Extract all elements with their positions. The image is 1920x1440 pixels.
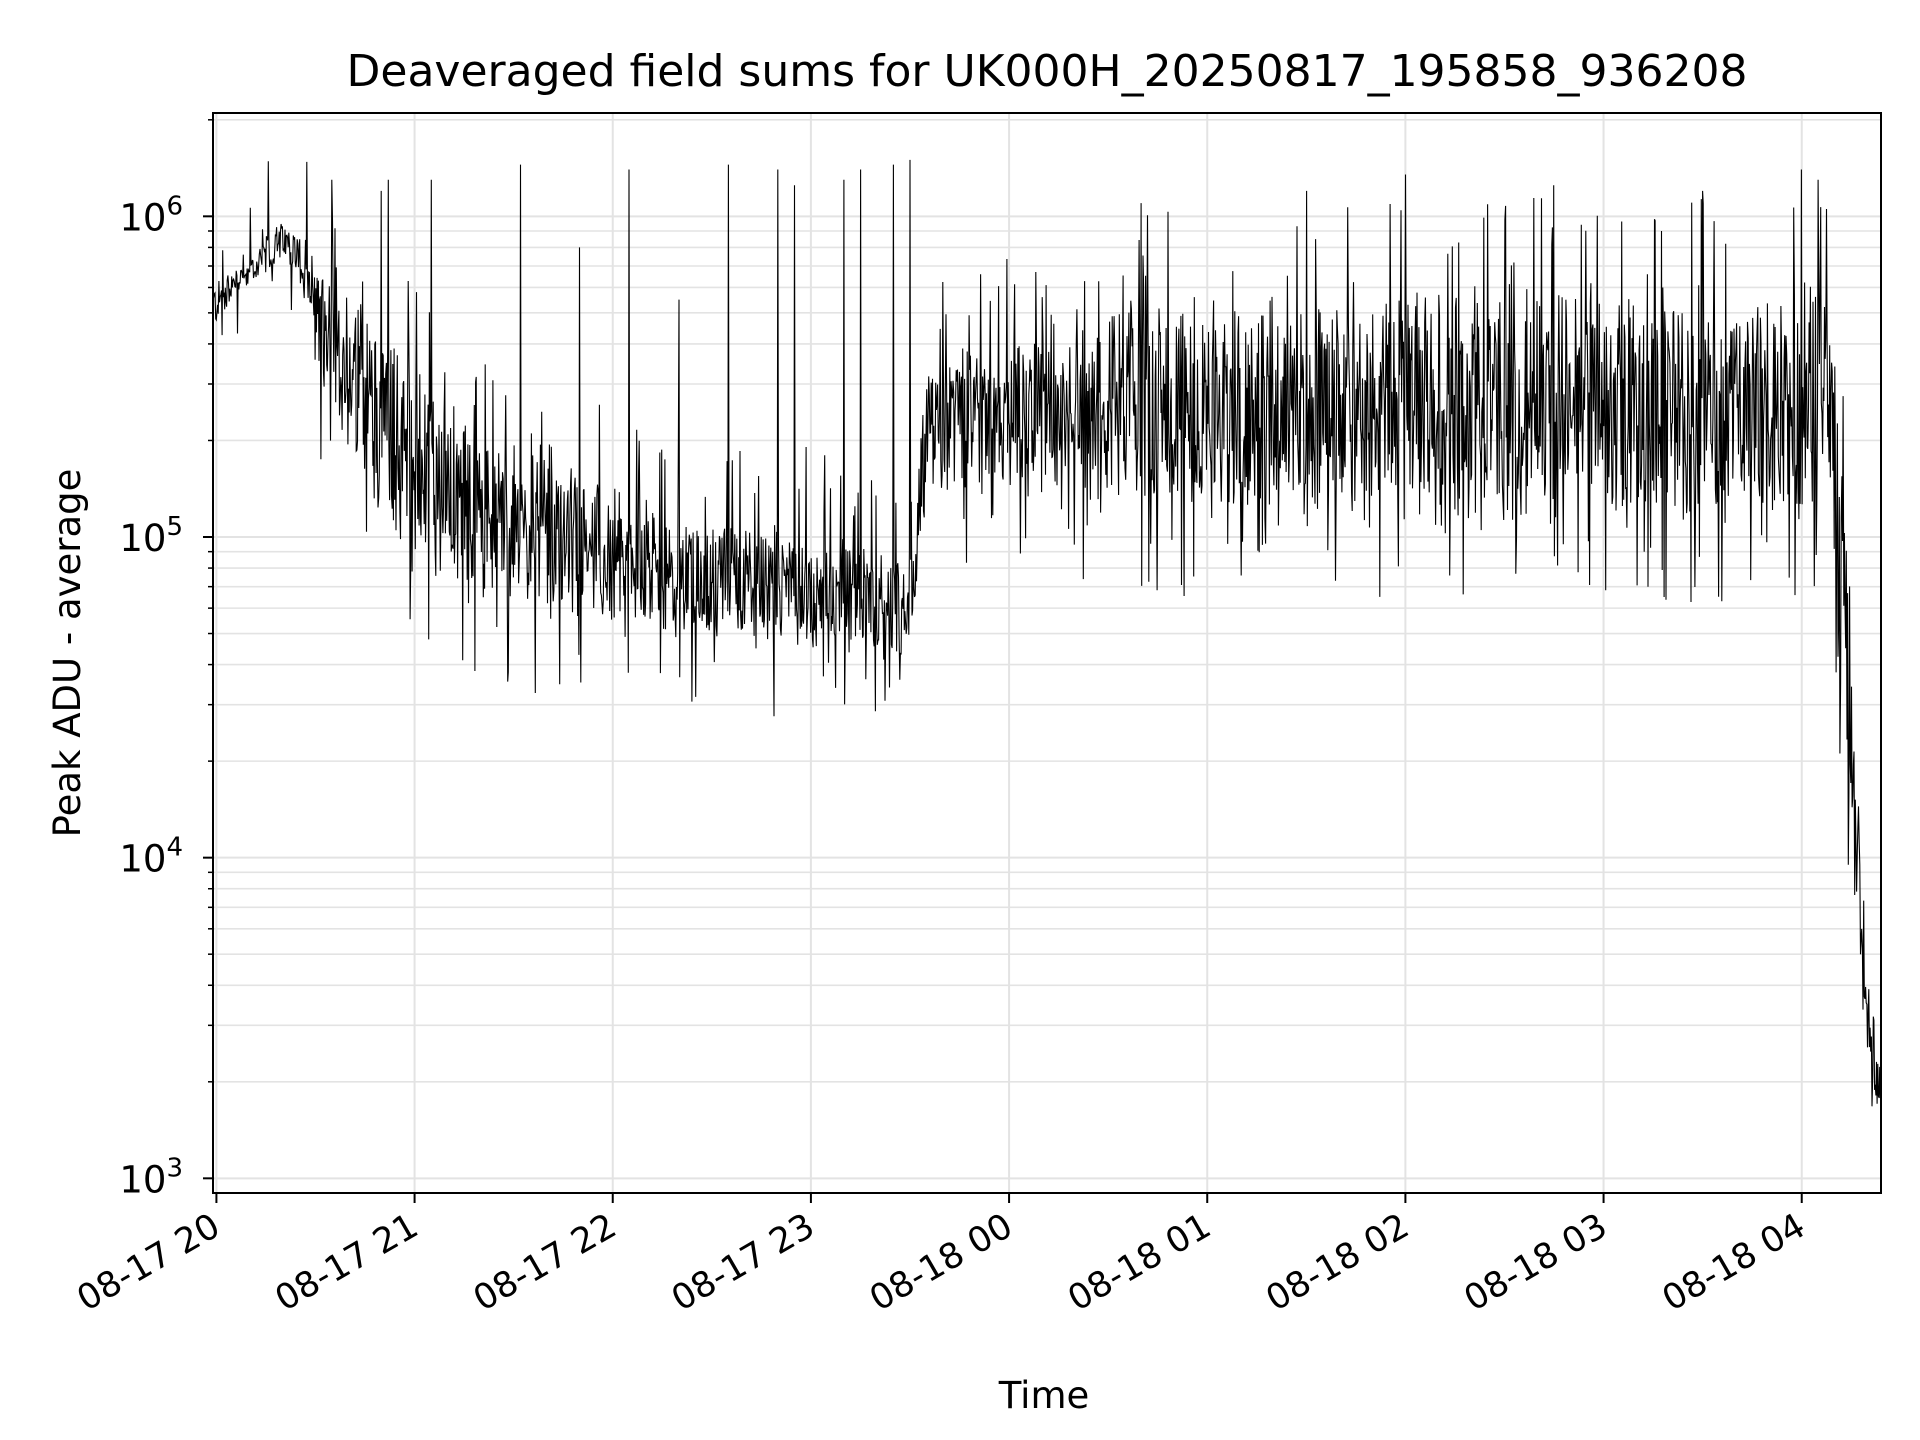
chart-title: Deaveraged field sums for UK000H_2025081… (347, 46, 1748, 97)
x-axis-label: Time (998, 1374, 1090, 1417)
series-line (212, 159, 1882, 1107)
y-axis: 103 104 105 106 (119, 119, 213, 1201)
y-tick-label: 103 (119, 1153, 183, 1201)
y-tick-label: 106 (119, 191, 183, 239)
y-tick-label: 104 (119, 833, 183, 881)
y-tick-label: 105 (119, 512, 183, 560)
plot-frame (212, 112, 1882, 1194)
y-axis-label: Peak ADU - average (46, 469, 89, 838)
series (212, 159, 1882, 1107)
